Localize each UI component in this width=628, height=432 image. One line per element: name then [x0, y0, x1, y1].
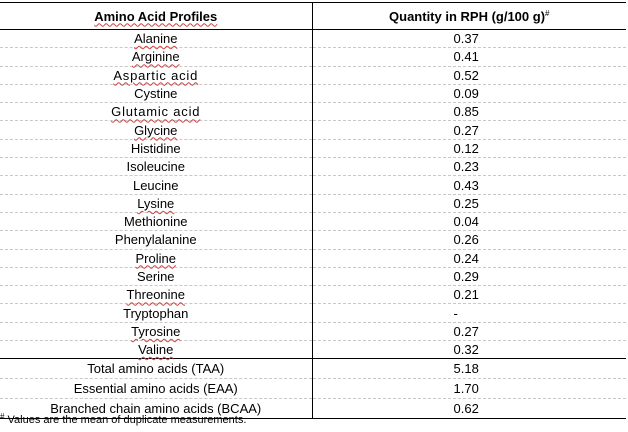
amino-acid-name: Lysine: [137, 195, 175, 211]
amino-acid-name: Isoleucine: [126, 159, 186, 175]
summary-name: Total amino acids (TAA): [0, 358, 313, 380]
amino-acid-name: Tyrosine: [131, 323, 181, 339]
table-row: Glutamic acid 0.85: [0, 102, 626, 122]
amino-acid-value: 0.24: [312, 249, 626, 268]
summary-value: 0.62: [312, 398, 626, 420]
summary-value: 5.18: [312, 358, 626, 380]
amino-acid-name: Methionine: [123, 214, 188, 230]
amino-acid-table: Amino Acid Profiles Quantity in RPH (g/1…: [0, 2, 626, 420]
table-row: Aspartic acid 0.52: [0, 66, 626, 85]
footnote-text: Values are the mean of duplicate measure…: [4, 414, 247, 426]
table-row: Cystine 0.09: [0, 84, 626, 104]
amino-acid-value: 0.26: [312, 230, 626, 250]
table-row: Isoleucine 0.23: [0, 157, 626, 177]
table-row: Lysine 0.25: [0, 194, 626, 213]
amino-acid-value: 0.52: [312, 66, 626, 85]
table-row: Proline 0.24: [0, 249, 626, 268]
table-row: Leucine 0.43: [0, 175, 626, 195]
amino-acid-value: 0.27: [312, 322, 626, 342]
amino-acid-name: Phenylalanine: [114, 232, 197, 248]
table-row: Methionine 0.04: [0, 212, 626, 232]
amino-acid-name: Leucine: [132, 177, 179, 193]
amino-acid-value: -: [312, 303, 626, 323]
amino-acid-value: 0.12: [312, 139, 626, 159]
table-row: Valine 0.32: [0, 340, 626, 360]
summary-name: Essential amino acids (EAA): [0, 378, 313, 400]
table-row: Serine 0.29: [0, 267, 626, 287]
amino-acid-name: Valine: [138, 342, 174, 358]
amino-acid-value: 0.41: [312, 47, 626, 67]
amino-acid-value: 0.27: [312, 120, 626, 140]
table-header-row: Amino Acid Profiles Quantity in RPH (g/1…: [0, 2, 626, 30]
table-row: Phenylalanine 0.26: [0, 230, 626, 250]
summary-row: Branched chain amino acids (BCAA) 0.62: [0, 398, 626, 420]
amino-acid-name: Threonine: [126, 287, 186, 303]
summary-name: Branched chain amino acids (BCAA): [0, 398, 313, 420]
amino-acid-name: Proline: [135, 250, 176, 266]
amino-acid-name: Glutamic acid: [111, 104, 201, 120]
table-row: Glycine 0.27: [0, 120, 626, 140]
table-row: Tryptophan -: [0, 303, 626, 323]
amino-acid-name: Tryptophan: [123, 305, 189, 321]
amino-acid-name: Arginine: [131, 49, 180, 65]
amino-acid-value: 0.85: [312, 102, 626, 122]
header-marker: #: [545, 8, 550, 18]
amino-acid-value: 0.29: [312, 267, 626, 287]
amino-acid-value: 0.37: [312, 29, 626, 49]
amino-acid-value: 0.09: [312, 84, 626, 104]
amino-acid-value: 0.43: [312, 175, 626, 195]
table-row: Tyrosine 0.27: [0, 322, 626, 342]
footnote-marker: #: [0, 412, 5, 421]
table-row: Threonine 0.21: [0, 285, 626, 305]
amino-acid-table-container: Amino Acid Profiles Quantity in RPH (g/1…: [0, 2, 626, 420]
table-row: Alanine 0.37: [0, 29, 626, 49]
summary-value: 1.70: [312, 378, 626, 400]
amino-acid-name: Alanine: [134, 31, 178, 47]
header-amino-acid-profiles: Amino Acid Profiles: [0, 2, 313, 30]
table-row: Arginine 0.41: [0, 47, 626, 67]
amino-acid-name: Serine: [136, 269, 175, 284]
summary-row: Essential amino acids (EAA) 1.70: [0, 378, 626, 400]
amino-acid-value: 0.04: [312, 212, 626, 232]
table-row: Histidine 0.12: [0, 139, 626, 159]
summary-row: Total amino acids (TAA) 5.18: [0, 358, 626, 380]
amino-acid-name: Cystine: [134, 86, 178, 102]
header-quantity: Quantity in RPH (g/100 g)#: [312, 2, 626, 30]
amino-acid-name: Histidine: [130, 140, 181, 156]
amino-acid-value: 0.23: [312, 157, 626, 177]
amino-acid-value: 0.25: [312, 194, 626, 213]
amino-acid-name: Aspartic acid: [113, 67, 199, 83]
amino-acid-value: 0.32: [312, 340, 626, 360]
amino-acid-value: 0.21: [312, 285, 626, 305]
table-footnote: # Values are the mean of duplicate measu…: [0, 412, 246, 426]
amino-acid-name: Glycine: [134, 122, 178, 138]
